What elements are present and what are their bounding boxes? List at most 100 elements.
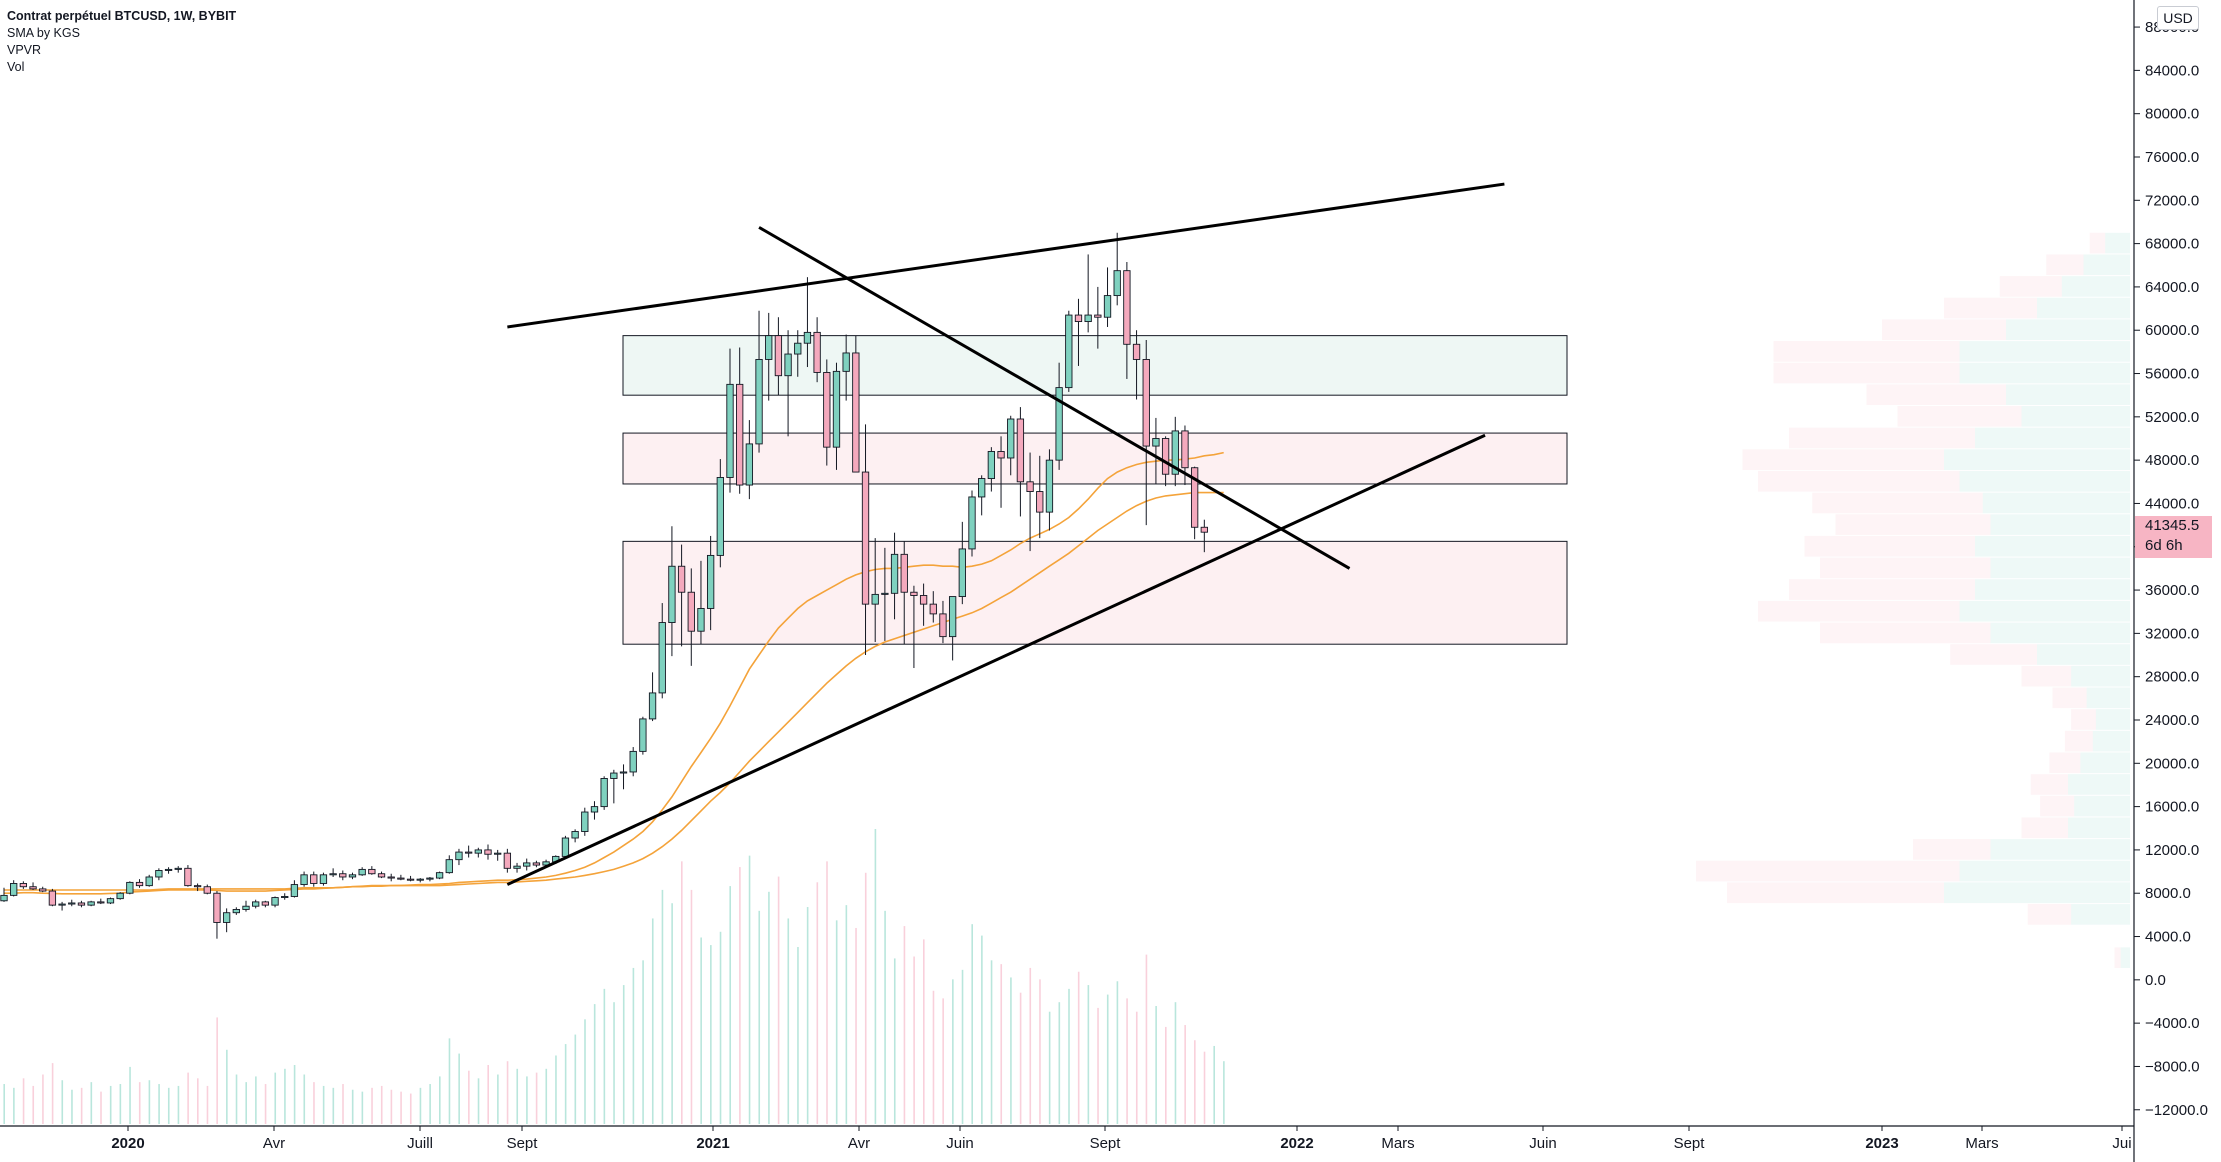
candle-body: [987, 451, 996, 480]
volume-bar: [1039, 979, 1041, 1124]
price-zone-2: [622, 432, 1568, 485]
candle-body: [155, 870, 163, 878]
vp-row-down: [1944, 297, 2037, 319]
vp-row-up: [2068, 817, 2130, 839]
candle-body: [784, 353, 792, 377]
time-tick-label: Mars: [1965, 1135, 1998, 1152]
candle-body: [484, 849, 492, 855]
price-axis[interactable]: 88000.084000.080000.076000.072000.068000…: [2134, 19, 2208, 1119]
vp-row-up: [1959, 341, 2130, 362]
trendlines[interactable]: [506, 182, 1505, 886]
volume-bar: [826, 861, 828, 1124]
volume-bar: [303, 1074, 306, 1124]
vp-row-down: [2040, 795, 2075, 817]
candle-body: [600, 778, 608, 808]
candle-body: [193, 885, 202, 888]
volume-bar: [816, 882, 819, 1124]
time-tick-label: Sept: [1674, 1135, 1706, 1152]
vp-row-up: [2092, 730, 2130, 752]
candle-body: [368, 868, 376, 875]
price-tick-label: 28000.0: [2145, 669, 2199, 686]
volume-bar: [729, 886, 731, 1124]
candle-body: [852, 352, 860, 473]
candle-body: [1055, 387, 1063, 461]
candle-body: [203, 886, 211, 894]
candle-body: [668, 565, 676, 623]
volume-bar: [380, 1085, 383, 1124]
volume-bar: [719, 931, 722, 1124]
candle-body: [39, 888, 47, 892]
currency-button[interactable]: USD: [2157, 6, 2199, 30]
time-tick-label: Sept: [507, 1135, 539, 1152]
volume-bar: [613, 1002, 615, 1124]
volume-bar: [22, 1078, 25, 1124]
candle-body: [494, 852, 502, 855]
volume-bar: [1000, 964, 1003, 1124]
price-zone-3: [622, 540, 1568, 645]
volume-bar: [748, 855, 751, 1124]
volume-bar: [255, 1076, 257, 1124]
candle-body: [745, 443, 754, 486]
vp-row-up: [2006, 319, 2130, 341]
price-tick-label: 24000.0: [2145, 712, 2199, 729]
vp-row-up: [2021, 406, 2130, 427]
candle-body: [377, 873, 386, 878]
vp-row-down: [1882, 319, 2006, 341]
candle-body: [300, 874, 308, 886]
volume-bar: [138, 1082, 141, 1124]
volume-bar: [361, 1091, 364, 1124]
indicator-vol[interactable]: Vol: [7, 60, 25, 74]
candle-body: [813, 331, 821, 373]
time-axis[interactable]: 2020 Avr Juill Sept 2021 Avr Juin Sept 2022 Mars J…: [111, 1126, 2132, 1152]
volume-bar: [787, 918, 790, 1124]
vp-row-down: [1742, 449, 1944, 470]
candle-body: [339, 873, 347, 878]
candle-body: [1084, 314, 1092, 323]
candle-body: [1181, 430, 1189, 469]
volume-bar: [1087, 985, 1090, 1124]
candle-body: [242, 905, 250, 910]
indicator-vpvr[interactable]: VPVR: [7, 43, 42, 57]
volume-bar: [884, 910, 886, 1124]
volume-bar: [1048, 1011, 1051, 1124]
price-tick-label: −8000.0: [2145, 1058, 2200, 1075]
volume-bar: [42, 1074, 44, 1124]
candle-body: [1065, 314, 1073, 389]
volume-bar: [1068, 988, 1070, 1124]
symbol-title[interactable]: Contrat perpétuel BTCUSD, 1W, BYBIT: [7, 9, 237, 23]
candle-body: [87, 901, 95, 906]
trendline-upper-resistance: [507, 182, 1505, 329]
time-tick-label: Mars: [1381, 1135, 1414, 1152]
candlesticks: [0, 232, 1208, 939]
volume-bar: [284, 1068, 286, 1124]
volume-bar: [351, 1089, 354, 1124]
volume-bar: [661, 889, 664, 1124]
volume-bar: [893, 958, 896, 1124]
indicator-sma[interactable]: SMA by KGS: [7, 26, 80, 40]
price-tick-label: 60000.0: [2145, 322, 2199, 339]
candle-body: [890, 553, 899, 594]
vp-row-down: [1696, 860, 1960, 882]
volume-bar: [197, 1078, 199, 1124]
price-tick-label: 72000.0: [2145, 192, 2199, 209]
volume-bar: [322, 1085, 325, 1124]
vp-row-down: [1804, 535, 1975, 557]
price-tick-label: 8000.0: [2145, 885, 2191, 902]
candle-body: [1036, 491, 1044, 513]
volume-bar: [51, 1063, 54, 1124]
price-tick-label: −12000.0: [2145, 1102, 2208, 1119]
candle-body: [329, 873, 337, 876]
candle-body: [464, 851, 473, 854]
volume-bars: [3, 829, 1225, 1124]
candle-body: [842, 352, 850, 372]
price-tick-label: 44000.0: [2145, 495, 2199, 512]
vp-row-down: [1866, 384, 2006, 406]
candle-body: [871, 593, 879, 605]
vp-row-up: [2071, 904, 2130, 925]
volume-bar: [167, 1087, 170, 1124]
vp-row-up: [2080, 752, 2130, 774]
time-tick-label: Juill: [407, 1135, 433, 1152]
time-tick-label: 2023: [1865, 1135, 1898, 1152]
volume-bar: [671, 903, 673, 1124]
